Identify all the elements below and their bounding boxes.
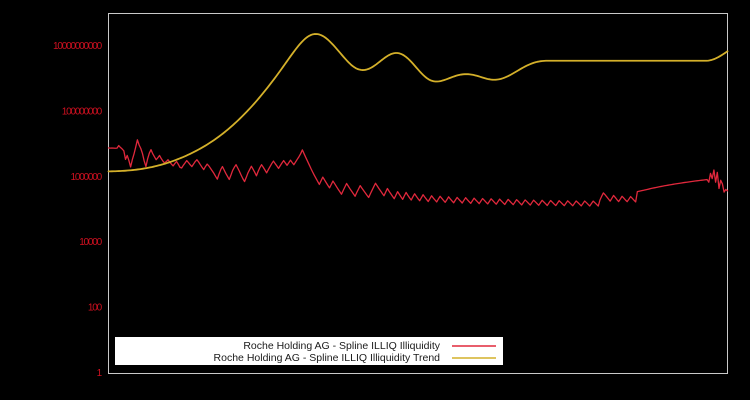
y-axis-tick-label: 10000000000 xyxy=(53,41,103,52)
series-line-illiquidity-trend xyxy=(107,33,729,173)
y-axis-tick-label: 100000000 xyxy=(62,106,103,117)
data-series-group xyxy=(107,33,729,207)
chart-legend[interactable]: Roche Holding AG - Spline ILLIQ Illiquid… xyxy=(115,337,503,365)
y-axis-tick-label: 1 xyxy=(97,368,103,379)
y-axis-tick-labels: 10000000000 100000000 1000000 10000 100 1 xyxy=(53,41,104,379)
series-line-illiquidity xyxy=(107,139,729,207)
y-axis-tick-label: 10000 xyxy=(79,237,102,248)
y-axis-tick-label: 1000000 xyxy=(70,172,102,183)
plot-area-frame xyxy=(108,13,728,374)
y-axis-tick-label: 100 xyxy=(88,303,103,314)
legend-background xyxy=(115,337,503,365)
legend-item-label: Roche Holding AG - Spline ILLIQ Illiquid… xyxy=(243,340,440,352)
legend-item-label: Roche Holding AG - Spline ILLIQ Illiquid… xyxy=(214,352,441,364)
